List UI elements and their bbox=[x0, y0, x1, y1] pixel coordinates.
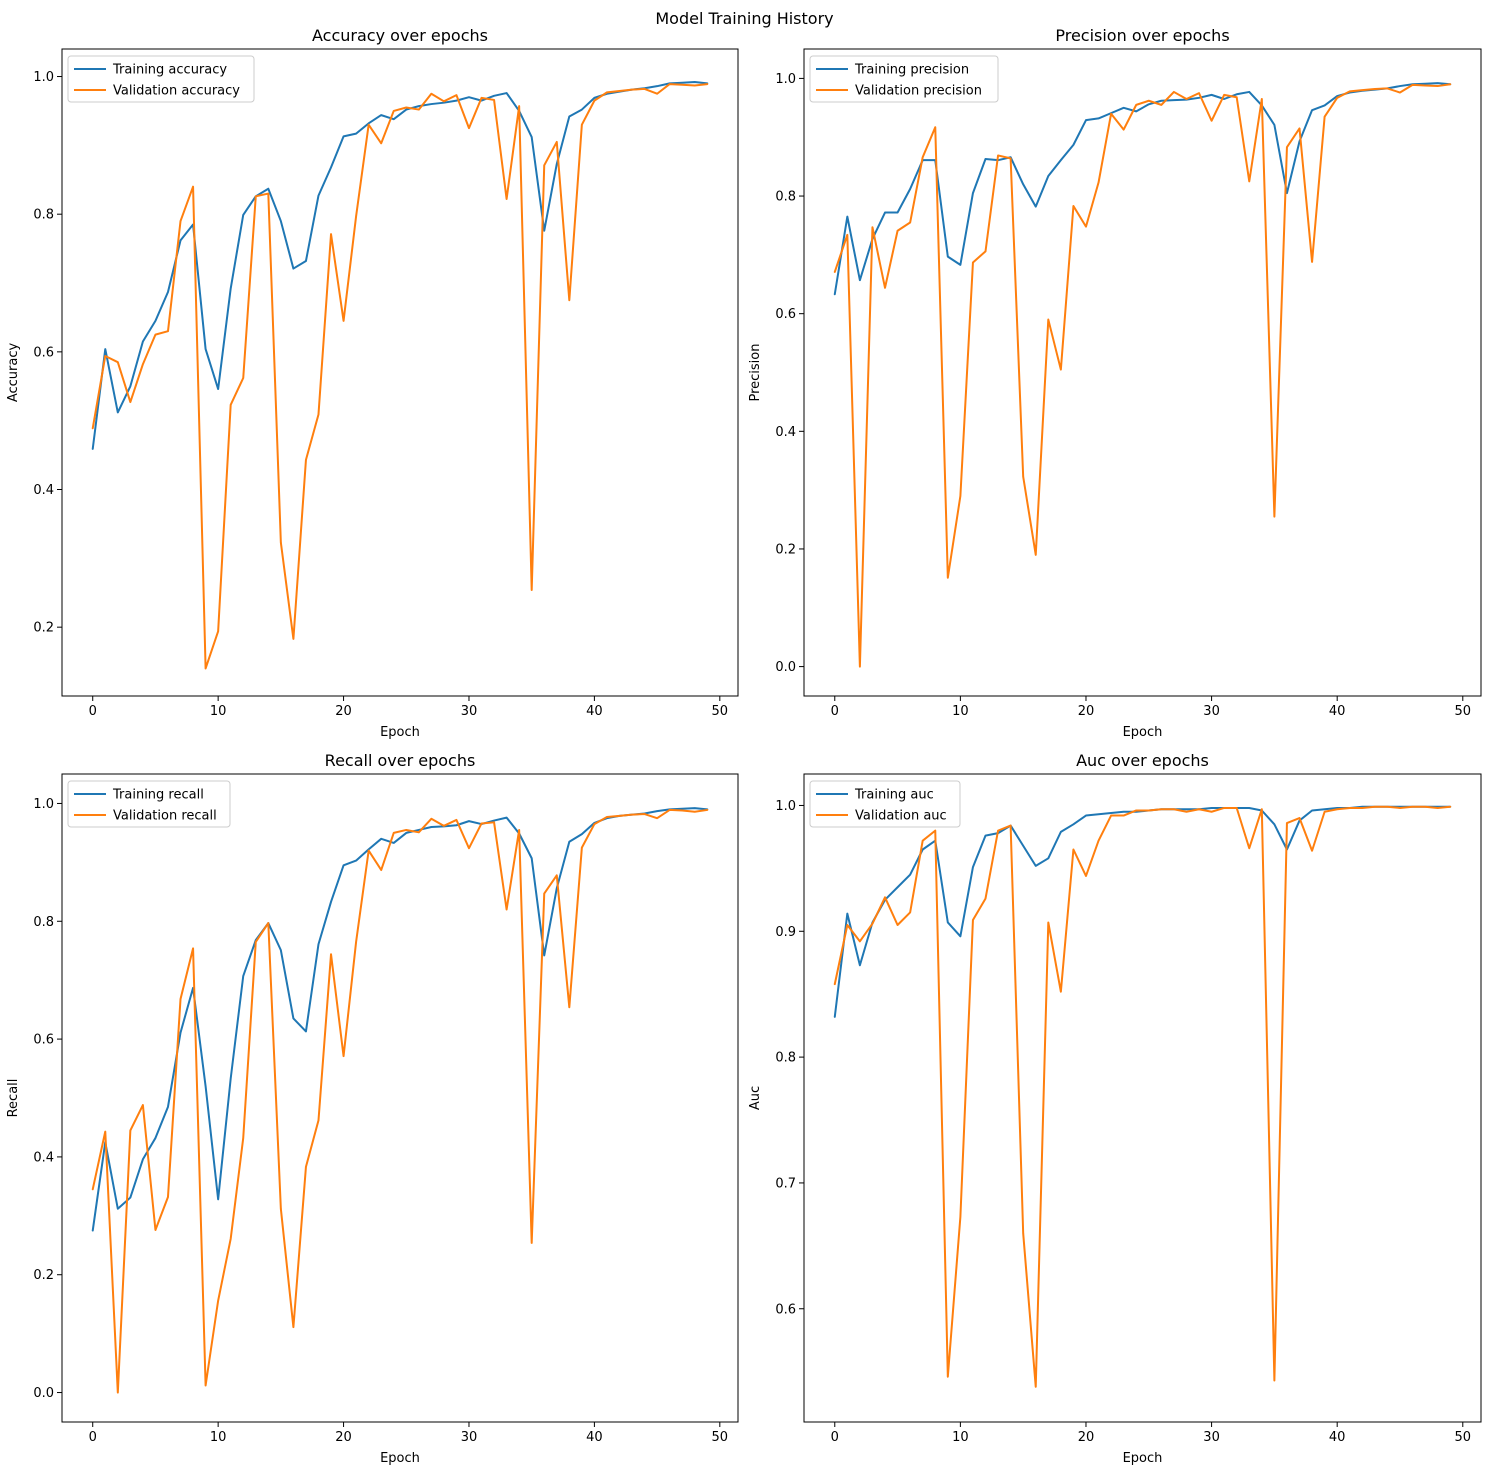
legend-label-validation: Validation accuracy bbox=[113, 84, 240, 99]
x-tick-label: 50 bbox=[712, 1430, 729, 1445]
y-axis-label: Accuracy bbox=[6, 343, 21, 403]
x-tick-label: 50 bbox=[1455, 704, 1472, 719]
x-tick-label: 20 bbox=[1078, 704, 1095, 719]
x-tick-label: 0 bbox=[831, 1430, 839, 1445]
panel-title: Accuracy over epochs bbox=[312, 26, 488, 45]
x-tick-label: 0 bbox=[831, 704, 839, 719]
y-tick-label: 0.6 bbox=[775, 307, 796, 322]
panel-recall: Recall over epochs Epoch Recall 0 10 20 30 4… bbox=[6, 751, 739, 1466]
legend-label-training: Training auc bbox=[854, 788, 934, 803]
y-tick-label: 0.0 bbox=[775, 660, 796, 675]
x-axis-label: Epoch bbox=[1123, 1451, 1163, 1466]
legend-label-training: Training precision bbox=[854, 63, 969, 78]
y-tick-label: 0.8 bbox=[775, 1051, 796, 1066]
panel-auc: Auc over epochs Epoch Auc 0 10 20 30 40 50 0.6… bbox=[748, 751, 1482, 1466]
x-tick-label: 30 bbox=[1203, 704, 1220, 719]
legend-label-validation: Validation precision bbox=[855, 84, 982, 99]
y-tick-label: 0.2 bbox=[33, 621, 54, 636]
x-tick-label: 30 bbox=[461, 1430, 478, 1445]
x-tick-label: 40 bbox=[1329, 704, 1346, 719]
y-tick-label: 1.0 bbox=[775, 799, 796, 814]
x-tick-label: 10 bbox=[210, 1430, 227, 1445]
y-tick-label: 0.8 bbox=[33, 915, 54, 930]
x-tick-label: 50 bbox=[712, 704, 729, 719]
panel-precision: Precision over epochs Epoch Precision 0 1… bbox=[748, 26, 1482, 740]
legend-label-training: Training accuracy bbox=[112, 63, 227, 78]
y-tick-label: 1.0 bbox=[33, 70, 54, 85]
x-tick-label: 40 bbox=[586, 1430, 603, 1445]
y-tick-label: 0.4 bbox=[775, 425, 796, 440]
legend-label-validation: Validation recall bbox=[113, 809, 217, 824]
x-axis-label: Epoch bbox=[380, 725, 420, 740]
legend-label-training: Training recall bbox=[112, 788, 204, 803]
x-tick-label: 10 bbox=[952, 1430, 969, 1445]
y-tick-label: 1.0 bbox=[33, 797, 54, 812]
y-axis-label: Recall bbox=[6, 1079, 21, 1118]
y-tick-label: 0.2 bbox=[775, 542, 796, 557]
x-axis-label: Epoch bbox=[380, 1451, 420, 1466]
legend-label-validation: Validation auc bbox=[855, 809, 947, 824]
axes-frame bbox=[61, 773, 739, 1423]
y-tick-label: 0.8 bbox=[775, 190, 796, 205]
y-tick-label: 0.2 bbox=[33, 1268, 54, 1283]
figure-suptitle: Model Training History bbox=[655, 9, 833, 28]
validation-series-line bbox=[833, 83, 1452, 668]
y-axis-label: Auc bbox=[748, 1086, 763, 1110]
x-tick-label: 40 bbox=[586, 704, 603, 719]
axes-frame bbox=[61, 48, 739, 697]
y-tick-label: 0.6 bbox=[775, 1302, 796, 1317]
y-tick-label: 0.4 bbox=[33, 483, 54, 498]
x-tick-label: 0 bbox=[89, 704, 97, 719]
panel-title: Precision over epochs bbox=[1055, 26, 1229, 45]
legend-box bbox=[67, 780, 231, 828]
legend-box bbox=[67, 55, 255, 103]
legend-box bbox=[809, 55, 999, 103]
y-tick-label: 0.7 bbox=[775, 1176, 796, 1191]
x-tick-label: 30 bbox=[1203, 1430, 1220, 1445]
x-axis-label: Epoch bbox=[1123, 725, 1163, 740]
y-tick-label: 0.8 bbox=[33, 208, 54, 223]
validation-series-line bbox=[833, 805, 1452, 1388]
panel-accuracy: Accuracy over epochs Epoch Accuracy 0 10 2… bbox=[6, 26, 739, 740]
panel-title: Recall over epochs bbox=[325, 751, 476, 770]
axes-frame bbox=[803, 48, 1482, 697]
validation-series-line bbox=[91, 808, 709, 1394]
y-axis-label: Precision bbox=[748, 343, 763, 401]
x-tick-label: 20 bbox=[1078, 1430, 1095, 1445]
x-tick-label: 10 bbox=[952, 704, 969, 719]
y-tick-label: 0.9 bbox=[775, 925, 796, 940]
x-tick-label: 20 bbox=[335, 1430, 352, 1445]
panel-title: Auc over epochs bbox=[1076, 751, 1209, 770]
y-tick-label: 1.0 bbox=[775, 72, 796, 87]
x-tick-label: 50 bbox=[1455, 1430, 1472, 1445]
x-tick-label: 20 bbox=[335, 704, 352, 719]
x-tick-label: 10 bbox=[210, 704, 227, 719]
x-tick-label: 0 bbox=[89, 1430, 97, 1445]
y-tick-label: 0.6 bbox=[33, 345, 54, 360]
y-tick-label: 0.6 bbox=[33, 1033, 54, 1048]
axes-frame bbox=[803, 773, 1482, 1423]
training-series-line bbox=[833, 82, 1452, 296]
y-tick-label: 0.4 bbox=[33, 1150, 54, 1165]
x-tick-label: 40 bbox=[1329, 1430, 1346, 1445]
y-tick-label: 0.0 bbox=[33, 1386, 54, 1401]
training-series-line bbox=[91, 807, 709, 1232]
x-tick-label: 30 bbox=[461, 704, 478, 719]
training-series-line bbox=[91, 81, 709, 450]
validation-series-line bbox=[91, 83, 709, 670]
